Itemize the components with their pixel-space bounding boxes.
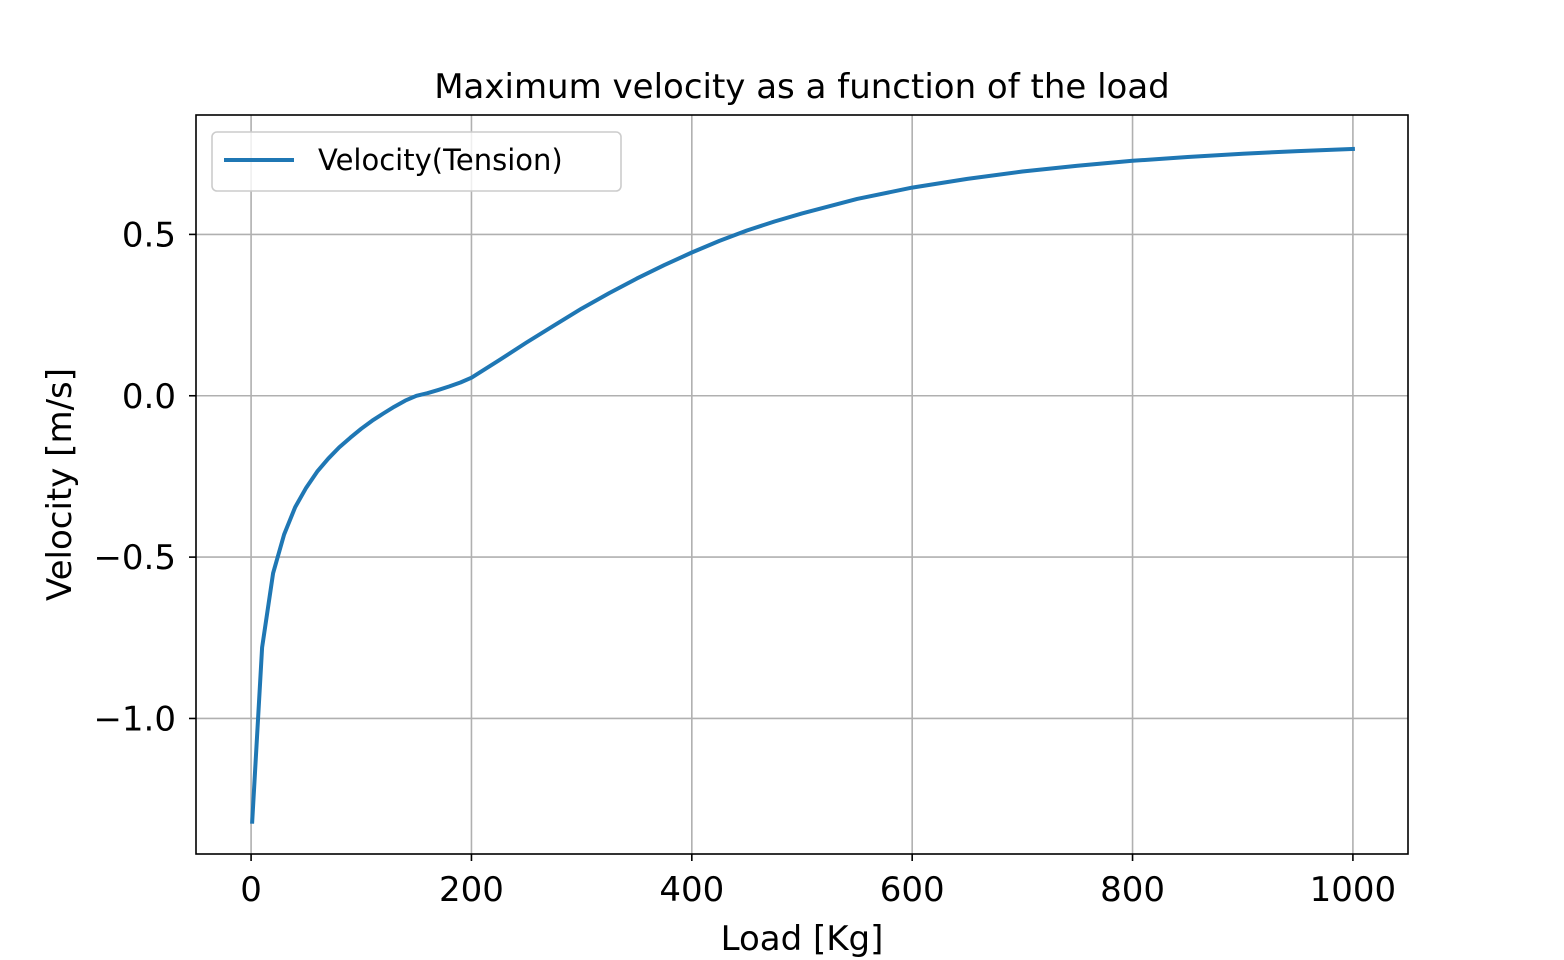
x-axis-label: Load [Kg] (721, 919, 884, 959)
ticks: 0 200 400 600 800 1000 −1.0 −0.5 0.0 0.5 (93, 215, 1396, 910)
x-tick-label: 600 (880, 870, 945, 910)
y-tick-label: 0.0 (122, 377, 176, 417)
y-tick-label: −1.0 (93, 699, 176, 739)
y-tick-label: −0.5 (93, 538, 176, 578)
grid (196, 115, 1408, 854)
y-tick-label: 0.5 (122, 215, 176, 255)
axes-frame (195, 114, 1409, 855)
x-tick-label: 800 (1100, 870, 1165, 910)
legend-label: Velocity(Tension) (318, 143, 563, 177)
x-tick-label: 1000 (1310, 870, 1397, 910)
chart-title: Maximum velocity as a function of the lo… (434, 67, 1170, 107)
y-axis-label: Velocity [m/s] (40, 368, 80, 601)
x-tick-label: 0 (240, 870, 262, 910)
legend-box (211, 131, 622, 192)
x-tick-label: 200 (439, 870, 504, 910)
series-layer (250, 146, 1355, 824)
series-line (250, 146, 1355, 824)
legend: Velocity(Tension) (211, 131, 622, 192)
x-tick-label: 400 (659, 870, 724, 910)
